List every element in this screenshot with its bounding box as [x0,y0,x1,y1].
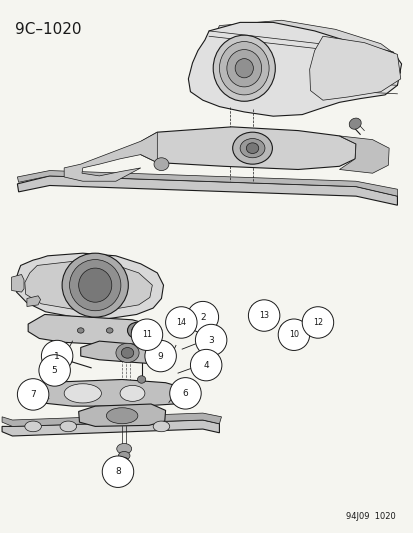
Polygon shape [17,171,396,196]
Circle shape [131,319,162,351]
Text: 7: 7 [30,390,36,399]
Circle shape [41,340,73,372]
Polygon shape [188,22,401,116]
Circle shape [165,306,197,338]
Ellipse shape [78,268,112,302]
Text: 5: 5 [52,366,57,375]
Circle shape [248,300,279,332]
Ellipse shape [246,143,258,154]
Polygon shape [17,176,396,205]
Ellipse shape [120,457,128,465]
Polygon shape [25,261,152,310]
Ellipse shape [213,35,275,101]
Text: 9C–1020: 9C–1020 [15,22,81,37]
Circle shape [301,306,333,338]
Ellipse shape [118,451,130,460]
Circle shape [169,377,201,409]
Polygon shape [140,127,355,169]
Ellipse shape [116,343,139,362]
Text: 12: 12 [312,318,322,327]
Text: 14: 14 [176,318,186,327]
Text: 10: 10 [288,330,298,339]
Polygon shape [339,136,388,173]
Polygon shape [16,253,163,319]
Ellipse shape [226,50,261,87]
Ellipse shape [106,408,138,424]
Text: 1: 1 [54,352,60,360]
Polygon shape [27,296,40,306]
Ellipse shape [120,385,145,401]
Ellipse shape [154,158,169,171]
Ellipse shape [106,328,113,333]
Circle shape [187,301,218,333]
Text: 3: 3 [208,336,214,344]
Circle shape [39,354,70,386]
Text: 8: 8 [115,467,121,476]
Polygon shape [12,274,24,292]
Polygon shape [2,420,219,436]
Ellipse shape [240,139,264,158]
Text: 11: 11 [142,330,152,339]
Ellipse shape [64,384,101,403]
Text: 2: 2 [199,313,205,321]
Polygon shape [78,404,165,426]
Circle shape [17,378,49,410]
Ellipse shape [62,253,128,317]
Ellipse shape [219,42,268,95]
Polygon shape [64,132,157,181]
Circle shape [190,349,221,381]
Text: 13: 13 [259,311,268,320]
Circle shape [145,340,176,372]
Polygon shape [24,379,185,406]
Ellipse shape [69,260,121,311]
Polygon shape [28,314,161,345]
Circle shape [278,319,309,351]
Polygon shape [196,20,400,107]
Ellipse shape [153,421,169,432]
Text: 4: 4 [203,361,209,369]
Ellipse shape [127,322,145,338]
Ellipse shape [61,356,73,365]
Ellipse shape [77,328,84,333]
Circle shape [102,456,133,488]
Polygon shape [309,36,400,100]
Ellipse shape [137,376,145,383]
Circle shape [195,324,226,356]
Text: 6: 6 [182,389,188,398]
Text: 9: 9 [157,352,163,360]
Text: 94J09  1020: 94J09 1020 [345,512,395,521]
Ellipse shape [131,326,141,335]
Ellipse shape [232,132,272,164]
Ellipse shape [129,328,135,333]
Ellipse shape [235,59,253,78]
Ellipse shape [60,421,76,432]
Ellipse shape [121,348,133,358]
Polygon shape [2,413,221,426]
Ellipse shape [25,421,41,432]
Polygon shape [81,341,165,364]
Ellipse shape [349,118,360,129]
Ellipse shape [116,443,131,454]
